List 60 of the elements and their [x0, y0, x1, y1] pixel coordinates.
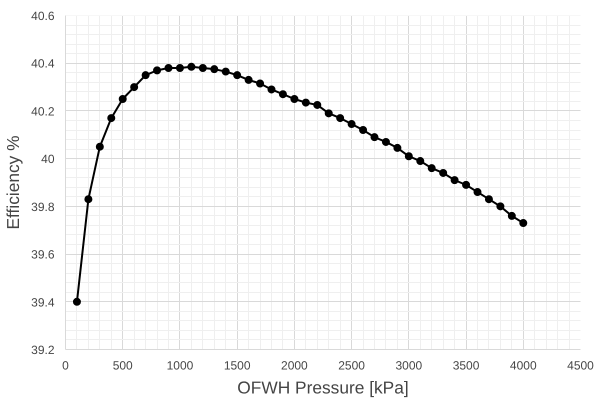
- x-tick-label: 4000: [510, 358, 537, 372]
- point: [176, 64, 184, 72]
- point: [222, 68, 230, 76]
- y-tick-label: 40: [41, 152, 55, 166]
- point: [416, 157, 424, 166]
- x-tick-label: 1000: [166, 358, 194, 372]
- x-tick-label: 1500: [224, 358, 251, 372]
- y-tick-label: 39.2: [31, 343, 55, 357]
- x-tick-label: 2500: [338, 358, 366, 372]
- point: [187, 62, 196, 71]
- x-tick-label: 3500: [452, 358, 480, 372]
- point: [428, 164, 436, 172]
- point: [210, 65, 218, 74]
- point: [302, 98, 310, 107]
- point: [348, 120, 356, 128]
- y-tick-label: 40.4: [31, 56, 55, 71]
- point: [84, 195, 92, 204]
- point: [290, 95, 298, 103]
- point: [142, 71, 150, 80]
- point: [359, 126, 368, 134]
- point: [382, 138, 390, 146]
- x-tick-label: 4500: [567, 358, 594, 372]
- point: [256, 80, 264, 88]
- point: [278, 90, 287, 98]
- point: [393, 144, 402, 152]
- point: [153, 66, 162, 74]
- point: [474, 188, 482, 196]
- x-tick-label: 0: [62, 358, 70, 372]
- x-tick-label: 500: [112, 358, 134, 372]
- y-axis-title: Efficiency %: [3, 135, 24, 230]
- point: [96, 142, 104, 151]
- point: [198, 64, 207, 72]
- y-tick-label: 39.6: [31, 248, 55, 262]
- point: [496, 202, 504, 210]
- y-tick-label: 40.6: [31, 9, 55, 23]
- point: [164, 64, 172, 72]
- y-tick-label: 40.2: [31, 104, 55, 118]
- point: [72, 298, 81, 306]
- point: [118, 95, 127, 103]
- point: [450, 176, 459, 184]
- point: [484, 195, 493, 204]
- point: [404, 152, 413, 160]
- x-tick-label: 2000: [281, 358, 308, 372]
- point: [313, 100, 322, 109]
- point: [130, 83, 138, 92]
- point: [244, 76, 253, 84]
- point: [508, 212, 516, 220]
- x-axis-title: OFWH Pressure [kPa]: [237, 378, 409, 398]
- point: [268, 85, 276, 94]
- point: [324, 109, 333, 118]
- y-tick-label: 39.8: [31, 200, 55, 214]
- point: [370, 133, 378, 142]
- point: [462, 180, 470, 189]
- point: [336, 114, 344, 122]
- point: [439, 168, 448, 177]
- x-tick-label: 3000: [395, 358, 423, 372]
- y-tick-label: 39.4: [31, 295, 55, 310]
- point: [107, 114, 116, 122]
- point: [519, 219, 528, 228]
- point: [233, 71, 242, 80]
